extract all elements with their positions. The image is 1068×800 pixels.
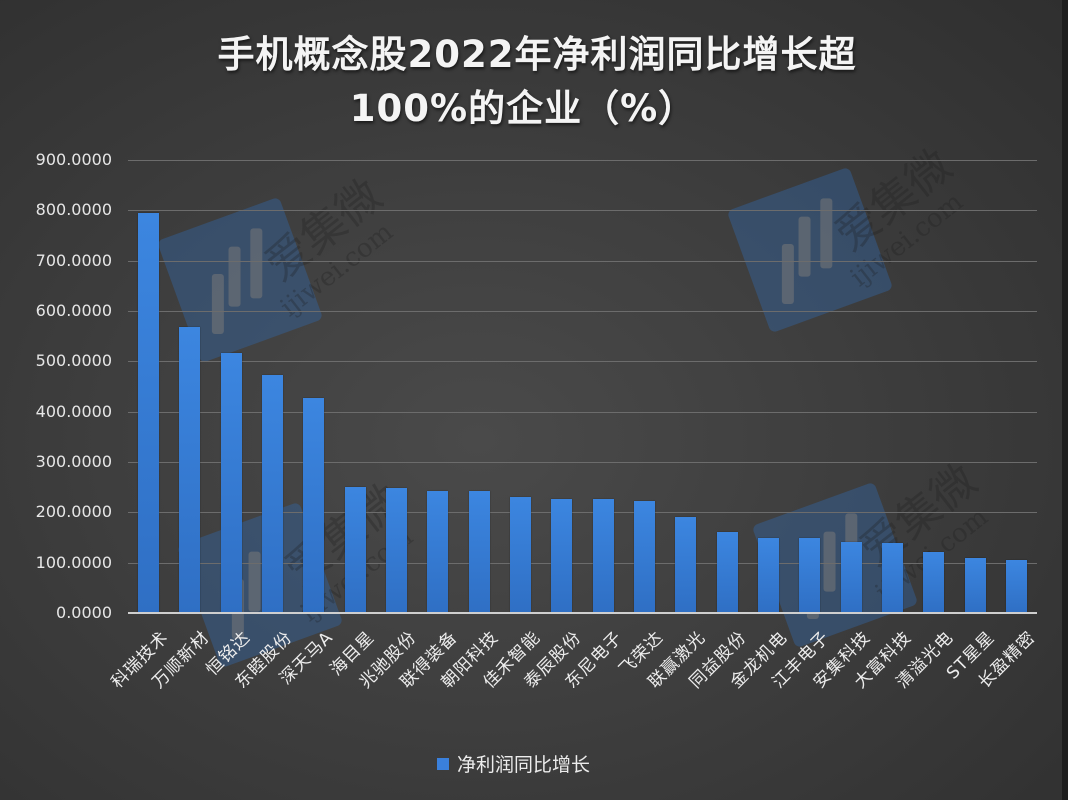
y-tick-label: 700.0000 — [35, 250, 112, 270]
gridline — [128, 311, 1037, 312]
bar — [138, 212, 160, 613]
y-tick-label: 0.0000 — [56, 603, 112, 622]
gridline — [128, 462, 1037, 463]
legend: 净利润同比增长 — [437, 750, 590, 777]
gridline — [128, 512, 1037, 513]
gridline — [128, 412, 1037, 413]
bar — [1005, 559, 1027, 613]
x-axis-line — [128, 612, 1037, 614]
y-tick-label: 400.0000 — [35, 401, 112, 421]
gridline — [128, 210, 1037, 211]
gridline — [128, 563, 1037, 564]
y-tick-label: 300.0000 — [35, 452, 112, 471]
y-tick-label: 100.0000 — [35, 552, 112, 572]
bar — [344, 487, 366, 613]
y-tick-label: 500.0000 — [35, 351, 112, 371]
bar — [262, 375, 284, 613]
bar — [468, 491, 490, 613]
gridline — [128, 261, 1037, 262]
chart-title-line-2: 100%的企业（%） — [349, 87, 697, 130]
bar — [964, 557, 986, 613]
gridline — [128, 160, 1037, 161]
bar — [427, 491, 449, 613]
bar — [220, 353, 242, 613]
bar — [881, 542, 903, 613]
legend-label: 净利润同比增长 — [457, 754, 591, 776]
bar — [799, 537, 821, 613]
bar — [716, 532, 738, 613]
bar — [923, 551, 945, 613]
legend-swatch-icon — [437, 757, 449, 770]
y-tick-label: 800.0000 — [35, 200, 112, 220]
y-tick-label: 900.0000 — [35, 150, 112, 169]
y-tick-label: 200.0000 — [35, 502, 112, 522]
bar — [179, 327, 201, 613]
bar — [757, 537, 779, 613]
bar — [592, 499, 614, 613]
y-tick-label: 600.0000 — [35, 301, 112, 320]
bar — [303, 397, 325, 613]
bar — [840, 541, 862, 613]
bar — [386, 488, 408, 613]
bar — [675, 517, 697, 613]
bar — [551, 499, 573, 613]
bar — [633, 501, 655, 613]
right-border — [1062, 0, 1068, 800]
bar — [510, 497, 532, 613]
chart-title-line-1: 手机概念股2022年净利润同比增长超 — [217, 33, 857, 76]
gridline — [128, 361, 1037, 362]
